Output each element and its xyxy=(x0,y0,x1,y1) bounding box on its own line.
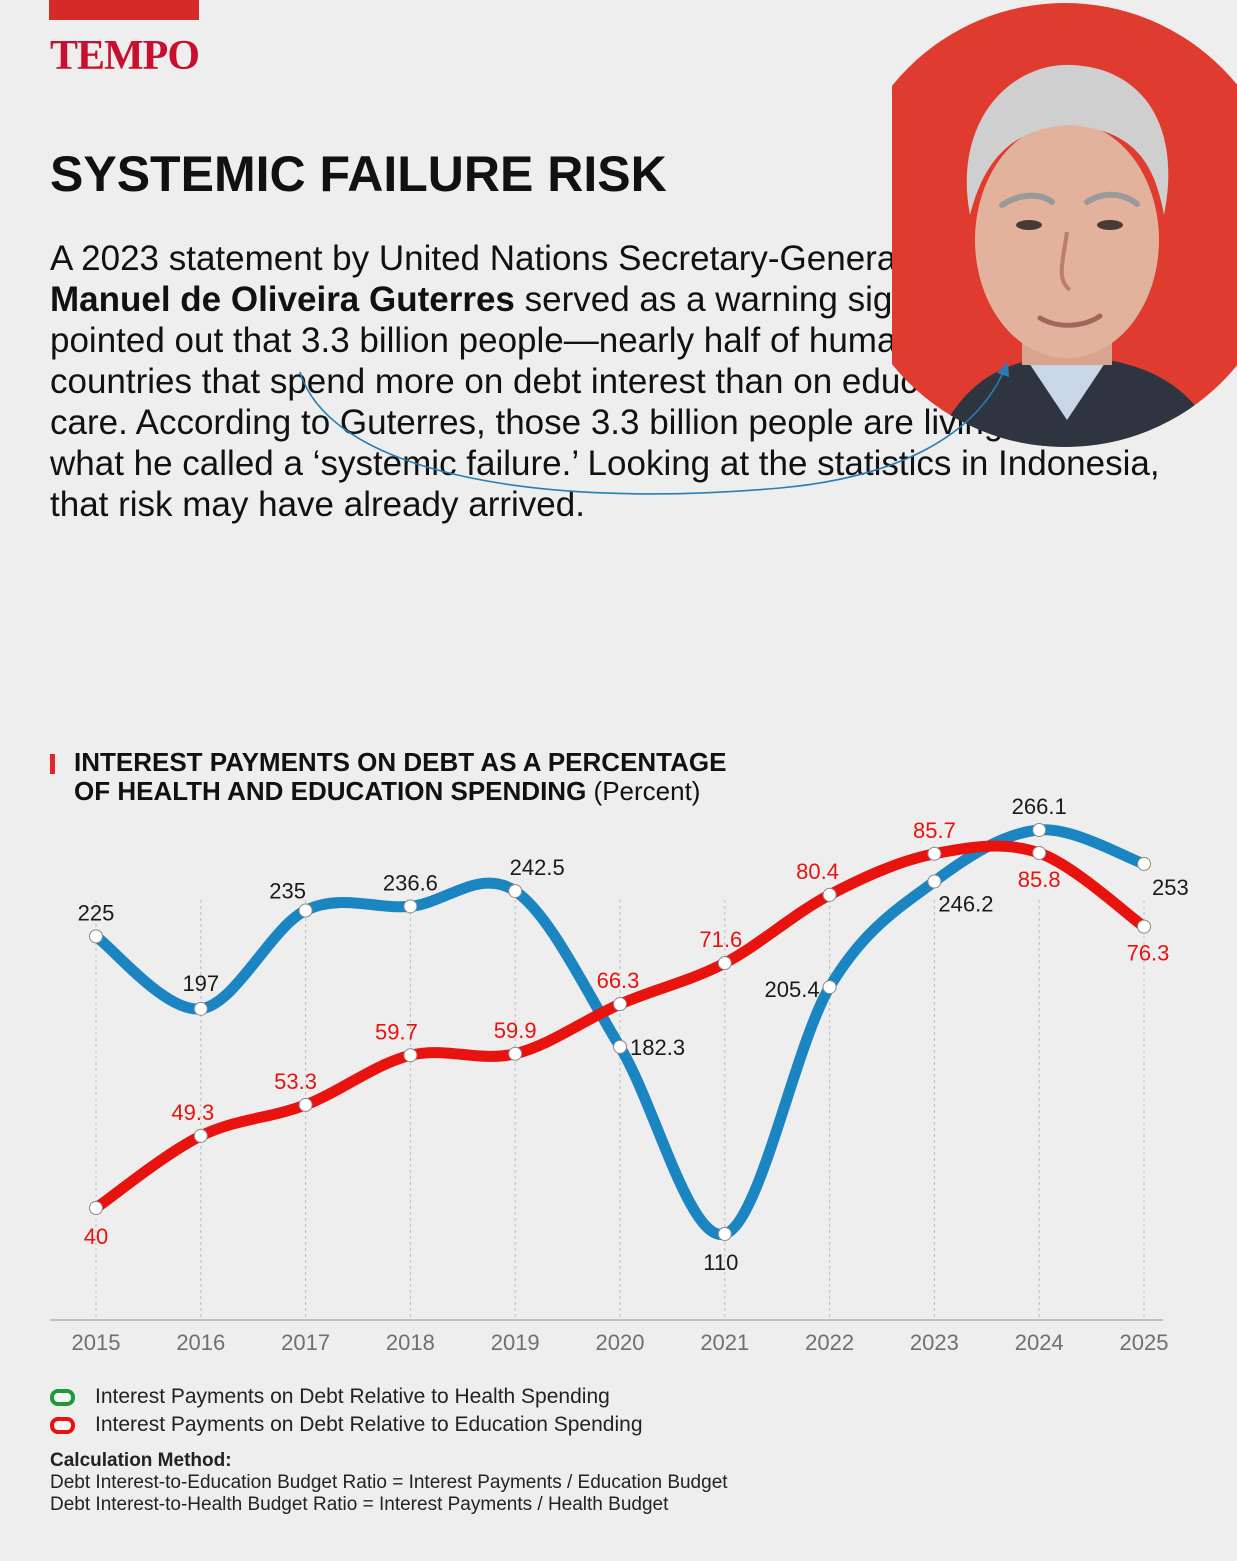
data-point-health-2025 xyxy=(1137,856,1151,871)
data-point-health-2015 xyxy=(89,929,103,944)
data-point-education-2016 xyxy=(193,1128,208,1143)
data-point-education-2024 xyxy=(1032,846,1047,860)
data-label-education-2022: 80.4 xyxy=(796,859,839,884)
page-title: SYSTEMIC FAILURE RISK xyxy=(50,146,667,202)
data-point-education-2022 xyxy=(822,887,837,902)
data-point-education-2015 xyxy=(89,1201,103,1215)
data-label-education-2017: 53.3 xyxy=(274,1069,317,1094)
portrait-brow-right xyxy=(1084,191,1140,207)
x-tick-label-2025: 2025 xyxy=(1120,1330,1169,1355)
data-label-education-2019: 59.9 xyxy=(494,1018,537,1043)
data-point-education-2020 xyxy=(613,997,627,1012)
data-point-education-2023 xyxy=(927,846,942,861)
data-label-education-2025: 76.3 xyxy=(1127,941,1170,966)
brand-bar xyxy=(49,0,199,20)
data-point-health-2022 xyxy=(822,980,837,995)
portrait-eye-right xyxy=(1097,220,1123,230)
data-point-education-2017 xyxy=(298,1097,313,1112)
tempo-logo: TEMPO xyxy=(50,33,200,79)
data-label-education-2020: 66.3 xyxy=(597,968,640,993)
data-label-health-2019: 242.5 xyxy=(510,855,565,880)
x-tick-label-2015: 2015 xyxy=(72,1330,121,1355)
data-point-health-2020 xyxy=(613,1039,627,1054)
x-tick-label-2017: 2017 xyxy=(281,1330,330,1355)
data-label-education-2023: 85.7 xyxy=(913,818,956,843)
data-point-education-2018 xyxy=(403,1048,418,1063)
data-label-health-2016: 197 xyxy=(182,971,219,996)
x-tick-label-2018: 2018 xyxy=(386,1330,435,1355)
x-tick-label-2019: 2019 xyxy=(491,1330,540,1355)
portrait-mouth xyxy=(1037,313,1103,328)
data-point-education-2019 xyxy=(508,1046,523,1061)
data-point-education-2025 xyxy=(1137,919,1151,934)
data-label-health-2020: 182.3 xyxy=(630,1035,685,1060)
legend-label-health: Interest Payments on Debt Relative to He… xyxy=(95,1385,610,1408)
data-label-education-2021: 71.6 xyxy=(699,927,742,952)
x-tick-label-2020: 2020 xyxy=(596,1330,645,1355)
portrait-eye-left xyxy=(1016,220,1042,230)
legend-swatch-health xyxy=(50,1388,75,1406)
portrait-brow-left xyxy=(999,192,1055,208)
portrait-nose xyxy=(1059,231,1072,292)
x-tick-label-2022: 2022 xyxy=(805,1330,854,1355)
method-line-education: Debt Interest-to-Education Budget Ratio … xyxy=(50,1472,728,1493)
data-point-education-2021 xyxy=(717,956,732,971)
portrait-illustration xyxy=(892,3,1237,447)
legend-swatch-education xyxy=(50,1416,75,1434)
method-title: Calculation Method: xyxy=(50,1450,232,1471)
data-label-education-2018: 59.7 xyxy=(375,1019,418,1044)
data-label-health-2018: 236.6 xyxy=(383,870,438,895)
chart-heading: INTEREST PAYMENTS ON DEBT AS A PERCENTAG… xyxy=(50,748,750,806)
legend-item-education: Interest Payments on Debt Relative to Ed… xyxy=(50,1411,643,1439)
data-label-health-2024: 266.1 xyxy=(1012,794,1067,819)
data-label-health-2017: 235 xyxy=(269,878,306,903)
x-tick-label-2023: 2023 xyxy=(910,1330,959,1355)
data-point-health-2016 xyxy=(193,1001,208,1016)
chart-unit: (Percent) xyxy=(593,776,701,806)
chart-legend: Interest Payments on Debt Relative to He… xyxy=(50,1383,643,1439)
calculation-method: Calculation Method: Debt Interest-to-Edu… xyxy=(50,1450,728,1516)
data-label-health-2022: 205.4 xyxy=(765,977,820,1002)
data-point-health-2023 xyxy=(927,874,942,889)
x-tick-label-2024: 2024 xyxy=(1015,1330,1064,1355)
data-point-health-2021 xyxy=(717,1227,732,1241)
portrait-shirt xyxy=(1027,360,1107,420)
data-label-health-2025: 253 xyxy=(1152,875,1189,900)
data-point-health-2019 xyxy=(508,884,523,899)
data-point-health-2018 xyxy=(403,899,418,914)
data-label-health-2015: 225 xyxy=(78,900,115,925)
data-label-education-2015: 40 xyxy=(84,1224,108,1249)
legend-label-education: Interest Payments on Debt Relative to Ed… xyxy=(95,1413,643,1436)
method-line-health: Debt Interest-to-Health Budget Ratio = I… xyxy=(50,1494,669,1515)
data-point-health-2017 xyxy=(298,903,313,918)
line-chart: 2015 2016 2017 2018 2019 2020 2021 2022 2023 2024… xyxy=(50,794,1189,1355)
data-label-education-2016: 49.3 xyxy=(171,1100,214,1125)
portrait-hair xyxy=(966,64,1169,215)
x-tick-label-2021: 2021 xyxy=(700,1330,749,1355)
data-label-education-2024: 85.8 xyxy=(1018,867,1061,892)
data-label-health-2023: 246.2 xyxy=(938,892,993,917)
chart-title: INTEREST PAYMENTS ON DEBT AS A PERCENTAG… xyxy=(74,747,727,806)
data-point-health-2024 xyxy=(1032,823,1047,837)
x-tick-label-2016: 2016 xyxy=(176,1330,225,1355)
legend-item-health: Interest Payments on Debt Relative to He… xyxy=(50,1383,643,1411)
data-label-health-2021: 110 xyxy=(703,1250,738,1275)
intro-text-before: A 2023 statement by United Nations Secre… xyxy=(50,239,914,278)
chart-title-marker xyxy=(50,754,55,774)
